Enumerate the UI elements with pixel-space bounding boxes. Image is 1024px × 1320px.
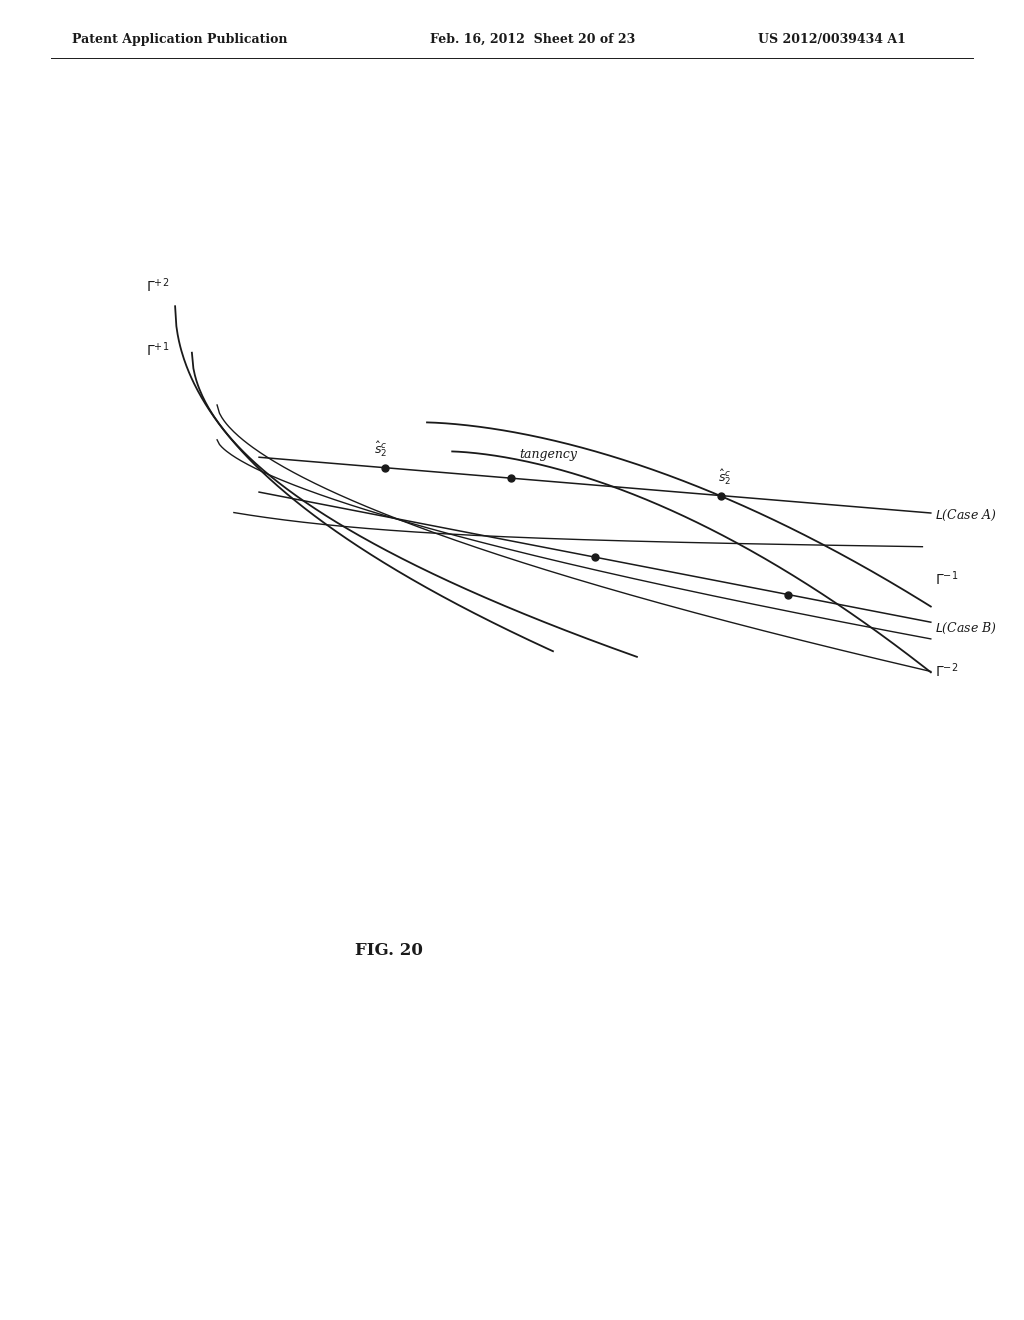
Text: $\hat{s}_2^c$: $\hat{s}_2^c$ <box>719 467 732 487</box>
Text: $\Gamma^{-1}$: $\Gamma^{-1}$ <box>935 569 958 587</box>
Text: FIG. 20: FIG. 20 <box>355 942 423 958</box>
Text: Patent Application Publication: Patent Application Publication <box>72 33 287 46</box>
Text: Feb. 16, 2012  Sheet 20 of 23: Feb. 16, 2012 Sheet 20 of 23 <box>430 33 635 46</box>
Text: tangency: tangency <box>519 447 578 461</box>
Text: $L$(Case A): $L$(Case A) <box>935 508 997 524</box>
Text: $\Gamma^{-2}$: $\Gamma^{-2}$ <box>935 661 958 680</box>
Text: $\hat{s}_2^c$: $\hat{s}_2^c$ <box>374 440 387 458</box>
Text: $\Gamma^{+1}$: $\Gamma^{+1}$ <box>145 341 169 359</box>
Text: $\Gamma^{+2}$: $\Gamma^{+2}$ <box>145 276 169 294</box>
Text: $L$(Case B): $L$(Case B) <box>935 620 997 635</box>
Text: US 2012/0039434 A1: US 2012/0039434 A1 <box>758 33 905 46</box>
